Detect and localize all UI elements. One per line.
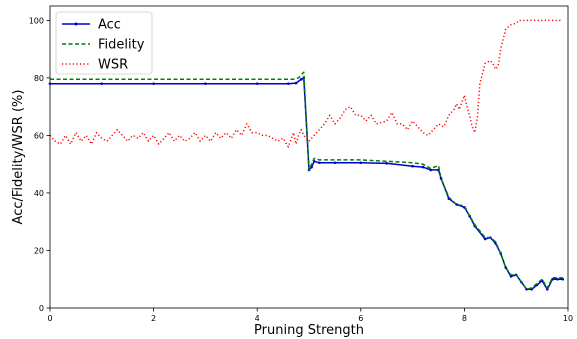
x-tick-label: 4	[255, 314, 260, 323]
data-point-acc	[255, 82, 259, 85]
legend-marker-acc	[74, 22, 78, 26]
series-group	[48, 19, 565, 291]
data-point-acc	[561, 277, 565, 281]
legend-label-fidelity: Fidelity	[98, 38, 145, 53]
y-axis-title: Acc/Fidelity/WSR (%)	[11, 90, 26, 225]
x-tick-label: 0	[47, 314, 52, 323]
x-tick-label: 8	[462, 314, 467, 323]
x-axis-ticks: 0 2 4 6 8 10	[47, 308, 573, 323]
legend-box	[55, 11, 153, 75]
data-point-acc	[545, 288, 549, 291]
y-tick-label: 20	[34, 246, 44, 255]
y-tick-label: 0	[39, 304, 44, 313]
data-point-acc	[504, 266, 508, 270]
legend-label-acc: Acc	[98, 18, 121, 33]
data-point-acc	[333, 161, 337, 165]
data-point-acc	[152, 82, 155, 85]
data-point-acc	[421, 165, 425, 169]
data-point-acc	[294, 81, 298, 85]
data-point-acc	[299, 78, 303, 81]
y-tick-label: 100	[29, 16, 44, 25]
legend-label-wsr: WSR	[98, 58, 128, 73]
data-point-acc	[494, 241, 497, 245]
data-point-acc	[318, 161, 321, 165]
data-point-acc	[509, 275, 513, 278]
x-axis-title: Pruning Strength	[254, 323, 364, 338]
data-point-acc	[286, 82, 290, 85]
y-tick-label: 60	[34, 131, 44, 140]
data-point-acc	[429, 168, 433, 172]
data-point-acc	[551, 277, 554, 281]
data-point-acc	[359, 161, 363, 165]
x-tick-label: 10	[563, 314, 573, 323]
series-line-fidelity	[50, 71, 563, 291]
data-point-acc	[100, 82, 104, 85]
x-tick-label: 2	[151, 314, 156, 323]
x-tick-label: 6	[358, 314, 363, 323]
legend: Acc Fidelity WSR	[55, 11, 153, 75]
y-tick-label: 80	[34, 74, 44, 83]
data-point-acc	[204, 82, 207, 85]
data-point-acc	[411, 164, 414, 168]
data-point-acc	[556, 277, 559, 281]
data-point-acc	[483, 237, 487, 241]
y-axis-ticks: 0 20 40 60 80 100	[29, 16, 50, 313]
y-tick-label: 40	[34, 189, 44, 198]
plot-area-frame	[49, 5, 569, 309]
data-point-acc	[385, 162, 389, 165]
